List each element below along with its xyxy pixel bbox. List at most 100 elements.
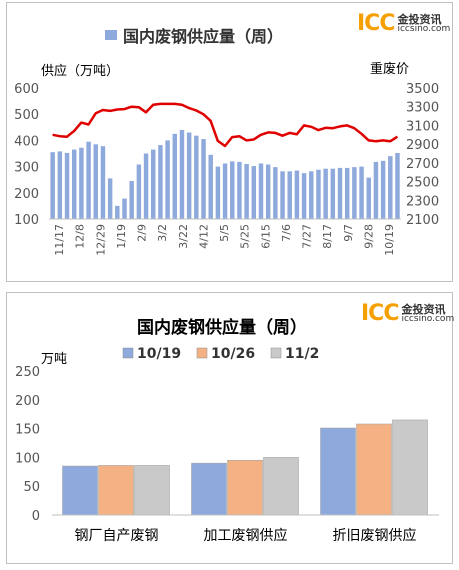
- supply-bar: [158, 145, 163, 219]
- x-tick-label: 4/12: [197, 224, 210, 249]
- legend-swatch-10-19: [122, 347, 134, 359]
- supply-bar: [208, 154, 213, 219]
- supply-bar: [86, 141, 91, 219]
- y-right-tick-label: 3300: [406, 101, 439, 116]
- bar-10-26: [227, 459, 263, 516]
- legend-label-supply: 国内废钢供应量（周）: [123, 27, 283, 46]
- supply-bar: [222, 163, 228, 219]
- x-category-label: 加工废钢供应: [204, 527, 288, 544]
- supply-bar: [50, 152, 55, 219]
- supply-bar: [201, 139, 206, 219]
- supply-bar: [287, 171, 292, 219]
- supply-bar: [301, 173, 307, 219]
- bar-11-2: [134, 465, 170, 516]
- supply-bar: [215, 166, 221, 219]
- y-right-tick-label: 2100: [406, 213, 439, 228]
- supply-bar: [237, 161, 242, 219]
- y-axis-title: 万吨: [41, 352, 67, 367]
- bar-10-19: [320, 427, 356, 516]
- y-left-axis-title: 供应（万吨）: [41, 63, 119, 79]
- legend-swatch-11-2: [270, 347, 282, 359]
- legend-label: 10/19: [137, 346, 181, 362]
- x-tick-label: 8/17: [321, 224, 334, 249]
- bar-11-2: [263, 457, 299, 516]
- y-left-tick-label: 200: [14, 187, 39, 202]
- supply-bar: [388, 156, 393, 219]
- x-tick-label: 12/29: [94, 224, 107, 256]
- y-right-tick-label: 3500: [406, 82, 439, 97]
- legend-label: 11/2: [285, 346, 319, 362]
- supply-bar: [107, 178, 113, 219]
- bar-10-26: [356, 423, 392, 516]
- supply-bar: [151, 149, 156, 219]
- y-left-tick-label: 600: [14, 82, 39, 97]
- supply-bar: [352, 167, 357, 219]
- supply-bar: [359, 166, 364, 219]
- supply-bar: [129, 181, 134, 219]
- supply-bar: [100, 146, 106, 219]
- x-tick-label: 9/28: [362, 224, 375, 249]
- supply-bar: [323, 168, 328, 219]
- x-tick-label: 7/6: [280, 224, 293, 242]
- supply-bar: [93, 144, 98, 219]
- supply-bar: [273, 167, 278, 219]
- supply-price-chart-panel: 国内废钢供应量（周） 供应（万吨） 重废价 100 200 300 400 500 600 210…: [6, 2, 453, 282]
- x-tick-label: 2/9: [136, 224, 149, 242]
- x-tick-label: 5/5: [218, 224, 231, 242]
- supply-bar: [316, 169, 321, 219]
- supply-breakdown-chart-panel: 国内废钢供应量（周） 万吨 10/19 10/26 11/2 0 50 100 150 200 25…: [6, 292, 454, 564]
- x-tick-label: 10/19: [383, 224, 396, 256]
- y-right-tick-label: 2500: [406, 176, 439, 191]
- x-tick-label: 12/8: [74, 224, 87, 249]
- x-tick-label: 3/2: [156, 224, 169, 242]
- y-tick-label: 250: [15, 365, 40, 380]
- x-category-label: 折旧废钢供应: [333, 527, 417, 544]
- logo-mark: ICC: [357, 11, 395, 36]
- x-tick-label: 11/17: [53, 224, 66, 256]
- supply-bar: [136, 164, 142, 219]
- y-right-axis-title: 重废价: [370, 61, 409, 77]
- x-tick-label: 3/22: [177, 224, 190, 249]
- supply-bar: [395, 152, 400, 219]
- y-tick-label: 100: [15, 451, 40, 466]
- supply-bar: [380, 160, 386, 219]
- supply-bar: [122, 198, 127, 219]
- supply-bar: [258, 163, 264, 219]
- bar-11-2: [392, 419, 428, 516]
- legend-swatch-10-26: [196, 347, 208, 359]
- bar-10-26: [98, 465, 134, 516]
- logo-url-text: iccsino.com: [397, 23, 451, 34]
- y-left-tick-label: 300: [14, 161, 39, 176]
- icc-logo: ICC 金投资讯 iccsino.com: [361, 301, 454, 326]
- x-tick-label: 6/15: [259, 224, 272, 249]
- supply-bar: [143, 153, 149, 219]
- supply-bar: [337, 167, 343, 219]
- legend-swatch-supply: [105, 30, 117, 40]
- x-tick-label: 1/19: [115, 224, 128, 249]
- y-left-tick-label: 500: [14, 108, 39, 123]
- supply-bar: [194, 135, 199, 219]
- y-tick-label: 200: [15, 394, 40, 409]
- chart-title: 国内废钢供应量（周）: [137, 317, 307, 338]
- legend-label: 10/26: [211, 346, 255, 362]
- logo-cn-text: 金投资讯: [397, 12, 442, 26]
- supply-bar: [280, 171, 285, 219]
- supply-bar: [64, 152, 70, 219]
- price-line: [52, 102, 399, 148]
- bar-10-19: [62, 465, 98, 516]
- y-right-tick-label: 2300: [406, 194, 439, 209]
- y-left-tick-label: 400: [14, 134, 39, 149]
- y-left-tick-label: 100: [14, 213, 39, 228]
- supply-bar: [373, 161, 379, 219]
- supply-bar: [57, 151, 63, 219]
- supply-bar: [309, 171, 314, 219]
- supply-bar: [251, 166, 257, 219]
- supply-bar: [344, 167, 350, 219]
- y-tick-label: 150: [15, 423, 40, 438]
- supply-bar: [165, 140, 170, 219]
- supply-bar: [71, 149, 77, 219]
- supply-bar: [330, 168, 336, 219]
- logo-mark: ICC: [361, 301, 399, 326]
- y-right-tick-label: 2700: [406, 157, 439, 172]
- supply-bar: [79, 147, 84, 219]
